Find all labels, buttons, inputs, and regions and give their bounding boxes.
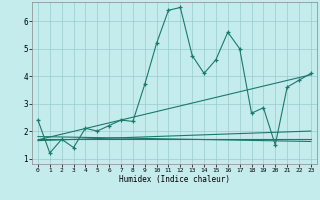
X-axis label: Humidex (Indice chaleur): Humidex (Indice chaleur) xyxy=(119,175,230,184)
